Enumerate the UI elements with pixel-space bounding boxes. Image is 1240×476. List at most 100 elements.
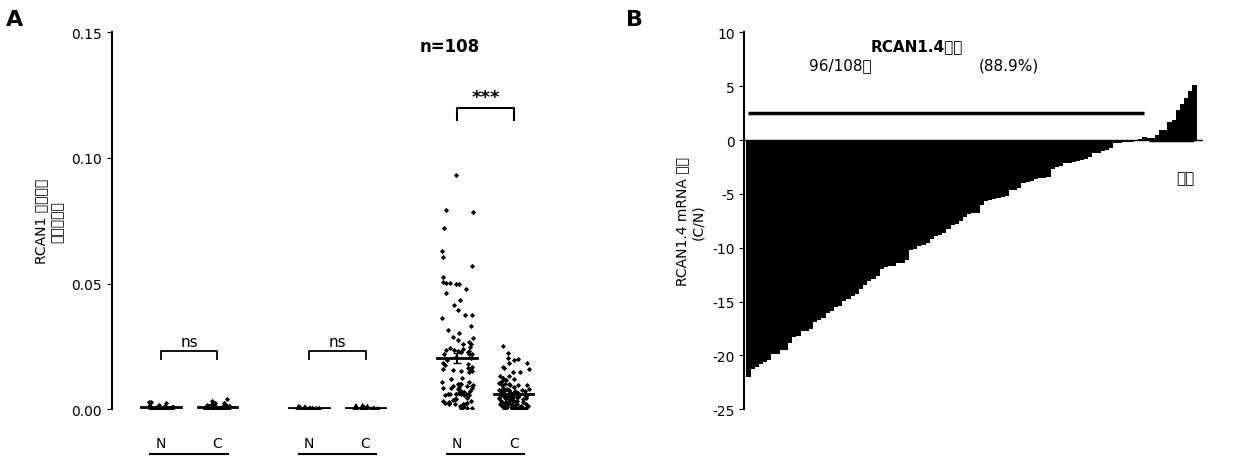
Point [295,404,315,412]
Point [198,405,218,413]
Point [218,405,238,412]
Point [513,398,533,406]
Point [433,359,453,367]
Point [498,396,518,403]
Point [436,347,456,354]
Point [449,384,469,391]
Point [511,404,531,411]
Point [450,297,470,305]
Point [503,394,523,401]
Point [515,390,534,397]
Point [446,354,466,361]
Bar [971,141,976,214]
Point [213,399,233,407]
Point [495,381,515,388]
Point [508,391,528,399]
Point [494,343,513,350]
Bar [854,141,859,295]
Bar [775,141,780,354]
Point [149,402,169,409]
Point [438,327,458,334]
Bar [768,141,771,360]
Bar [1084,141,1089,159]
Point [434,278,454,286]
Bar [1096,141,1101,154]
Point [498,400,518,407]
Point [516,387,536,395]
Bar [976,141,980,214]
Bar [1172,120,1176,141]
Point [455,312,475,319]
Point [463,363,482,371]
Point [141,405,161,412]
Point [155,405,175,412]
Point [434,385,454,392]
Point [362,405,382,413]
Point [500,387,520,394]
Bar [838,141,842,307]
Point [517,382,537,389]
Bar [1126,141,1130,143]
Point [357,403,377,410]
Point [460,338,480,346]
Point [451,387,471,395]
Bar [771,141,775,354]
Point [463,350,482,358]
Point [206,405,226,413]
Point [491,391,511,398]
Bar [1138,140,1142,141]
Bar [1121,141,1126,143]
Point [148,406,167,413]
Bar [1001,141,1004,198]
Point [496,394,516,401]
Bar [1063,141,1068,163]
Point [455,285,475,293]
Point [141,399,161,407]
Bar [1142,138,1147,141]
Point [345,406,365,413]
Point [156,399,176,407]
Point [506,397,526,405]
Point [507,381,527,389]
Point [450,380,470,388]
Point [218,406,238,413]
Point [195,405,215,413]
Point [197,405,217,412]
Point [502,404,522,412]
Point [448,381,467,388]
Point [196,404,216,412]
Point [356,405,376,412]
Bar [847,141,851,299]
Bar [897,141,900,264]
Point [505,404,525,412]
Bar [1180,105,1184,141]
Point [150,405,170,413]
Point [503,356,523,364]
Point [507,397,527,405]
Point [203,406,223,413]
Point [503,368,523,376]
Point [448,386,467,394]
Point [497,399,517,407]
Bar [1117,141,1121,144]
Point [461,312,481,319]
Point [449,306,469,314]
Point [200,402,219,410]
Point [459,391,479,398]
Point [518,386,538,393]
Point [518,366,538,374]
Point [288,403,308,410]
Point [461,404,481,412]
Point [433,378,453,386]
Point [453,403,472,411]
Point [458,404,477,412]
Point [445,400,465,408]
Point [434,350,454,358]
Point [497,404,517,411]
Bar [951,141,955,226]
Point [492,382,512,389]
Point [162,404,182,411]
Point [512,386,532,394]
Point [439,400,459,407]
Bar [826,141,830,313]
